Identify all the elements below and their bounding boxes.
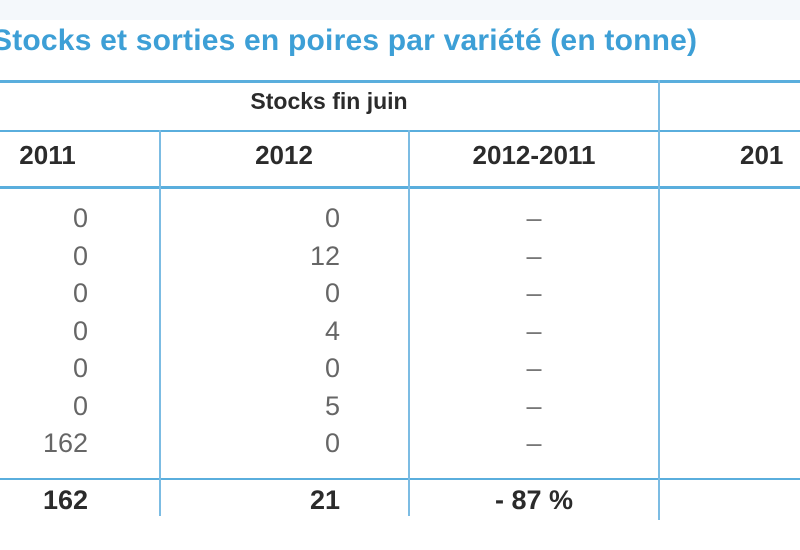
- cell-2011: 0: [72, 315, 88, 346]
- cell-2011: 0: [72, 390, 88, 421]
- cell-2012: 0: [324, 428, 340, 458]
- group-header-stocks: Stocks fin juin: [250, 88, 408, 114]
- cell-2012: 0: [324, 203, 340, 233]
- col-divider-3: [658, 80, 660, 520]
- rule-header: [0, 186, 800, 189]
- rule-group: [0, 130, 800, 132]
- column-header-diff: 2012-2011: [472, 140, 596, 170]
- cell-2012: 12: [309, 240, 340, 271]
- cell-diff: –: [526, 315, 542, 346]
- cell-diff: –: [526, 428, 542, 458]
- table-body: 0 0 – 0 12 – 0 0 – 0 4 – 0 0 – 0 5 – 162…: [0, 200, 800, 463]
- cell-diff: –: [526, 240, 542, 271]
- cell-diff: –: [526, 203, 542, 233]
- table-row: 0 12 –: [0, 238, 800, 276]
- total-row: 162 21 - 87 %: [0, 482, 800, 518]
- col-divider-1: [159, 130, 161, 516]
- table-row: 162 0 –: [0, 425, 800, 463]
- table-row: 0 4 –: [0, 313, 800, 351]
- cell-2011: 0: [72, 240, 88, 271]
- cell-2011: 162: [42, 428, 88, 458]
- cell-2011: 0: [72, 203, 88, 233]
- cell-2012: 0: [324, 278, 340, 308]
- table-row: 0 0 –: [0, 275, 800, 313]
- cell-diff: –: [526, 278, 542, 308]
- table-title: Stocks et sorties en poires par variété …: [0, 24, 698, 57]
- cell-2012: 5: [324, 390, 340, 421]
- column-header-2012: 2012: [255, 140, 313, 170]
- cell-2011: 0: [72, 278, 88, 308]
- cell-2012: 0: [324, 353, 340, 383]
- total-2011: 162: [42, 485, 88, 515]
- table-row: 0 0 –: [0, 200, 800, 238]
- cell-diff: –: [526, 390, 542, 421]
- column-header-2011: 2011: [19, 140, 76, 170]
- table-row: 0 5 –: [0, 388, 800, 426]
- total-diff: - 87 %: [494, 485, 574, 515]
- col-divider-2: [408, 130, 410, 516]
- rule-total: [0, 478, 800, 480]
- total-2012: 21: [309, 485, 340, 515]
- rule-top: [0, 80, 800, 83]
- column-header-next: 201: [740, 140, 784, 170]
- cell-2011: 0: [72, 353, 88, 383]
- table-row: 0 0 –: [0, 350, 800, 388]
- cell-diff: –: [526, 353, 542, 383]
- cell-2012: 4: [324, 315, 340, 346]
- top-strip: [0, 0, 800, 20]
